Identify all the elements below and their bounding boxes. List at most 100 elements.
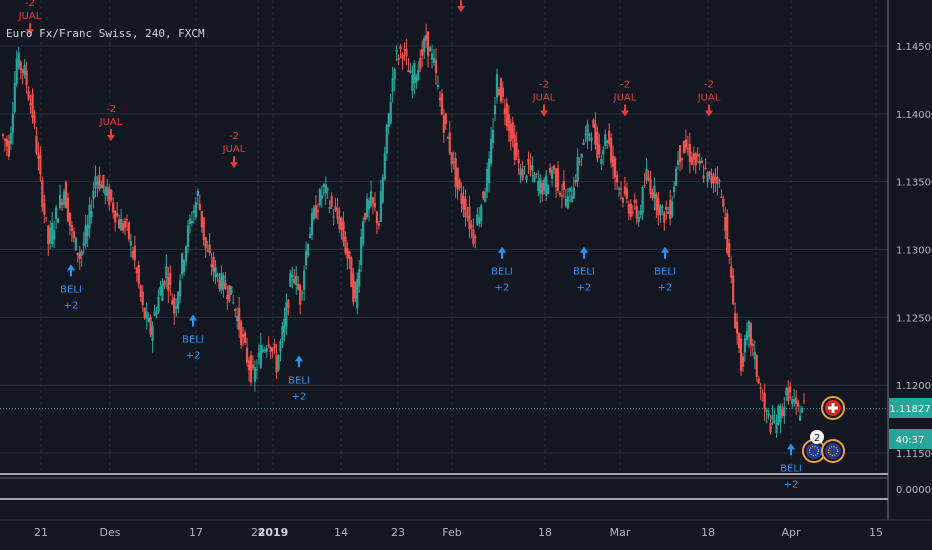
candle-body — [428, 47, 432, 52]
last-price-badge: 1.11827 — [889, 398, 932, 418]
candle-body — [104, 188, 107, 196]
candle-body — [635, 206, 638, 219]
candle-body — [222, 275, 225, 290]
buy-arrow-icon — [498, 246, 506, 259]
signal-qty: -2 — [229, 131, 239, 142]
candle-body — [123, 220, 127, 228]
signal-qty: +2 — [64, 300, 79, 311]
candle-body — [411, 74, 414, 91]
price-tick-label: 1.13500 — [896, 178, 932, 189]
candle-body — [726, 213, 729, 253]
candle-body — [330, 195, 333, 208]
buy-arrow-icon — [661, 246, 669, 259]
candle-body — [432, 58, 436, 63]
sell-arrow-icon — [621, 104, 629, 117]
price-tick-label: 1.14000 — [896, 110, 932, 121]
candle-body — [751, 343, 754, 347]
svg-text:40:37: 40:37 — [896, 435, 925, 446]
candle-body — [468, 206, 471, 229]
buy-signal: BELI +2 — [491, 246, 513, 294]
event-count-bubble[interactable]: 2 — [810, 430, 824, 444]
signal-qty: +2 — [292, 391, 307, 402]
candle-body — [212, 256, 215, 272]
candle-body — [5, 139, 9, 147]
candle-body — [574, 179, 577, 183]
candle-body — [724, 216, 727, 232]
candle-body — [96, 181, 99, 185]
buy-arrow-icon — [580, 246, 588, 259]
candle-body — [92, 190, 95, 199]
candle-body — [165, 266, 168, 279]
candle-body — [493, 105, 497, 115]
candle-body — [151, 325, 154, 341]
candle-body — [586, 124, 589, 141]
time-tick-label: 24 — [251, 526, 265, 539]
candle-body — [655, 194, 658, 211]
candle-body — [612, 155, 615, 167]
candle-body — [743, 338, 747, 353]
candle-body — [121, 223, 125, 231]
candle-body — [241, 334, 245, 338]
candle-body — [421, 49, 424, 56]
candle-body — [415, 75, 418, 83]
candle-body — [423, 38, 426, 52]
candle-body — [702, 175, 705, 179]
eu-flag-icon[interactable] — [821, 439, 845, 463]
candle-body — [722, 198, 725, 207]
candle-body — [629, 203, 632, 217]
candle-body — [78, 252, 81, 259]
signal-label: JUAL — [222, 144, 246, 155]
candle-body — [517, 158, 520, 164]
candle-body — [580, 153, 583, 159]
candle-body — [202, 217, 205, 240]
candle-body — [155, 312, 158, 315]
candle-body — [773, 419, 776, 423]
candle-body — [381, 177, 384, 203]
candle-body — [690, 156, 693, 165]
candle-body — [306, 244, 310, 256]
swiss-flag-icon[interactable] — [821, 396, 845, 420]
candle-body — [210, 263, 213, 268]
candle-body — [391, 78, 394, 92]
candle-body — [456, 167, 459, 190]
candle-body — [694, 153, 697, 165]
candle-body — [566, 196, 569, 208]
candle-body — [112, 202, 115, 213]
candle-body — [767, 413, 770, 416]
candle-body — [206, 250, 209, 252]
candle-body — [216, 273, 219, 277]
candle-body — [265, 348, 268, 353]
candle-body — [143, 308, 146, 319]
candle-body — [369, 191, 373, 206]
candle-body — [513, 134, 516, 160]
sell-arrow-icon — [705, 104, 713, 117]
candle-body — [596, 131, 599, 159]
candle-body — [350, 257, 353, 288]
candle-body — [489, 138, 493, 164]
sell-arrow-icon — [26, 23, 34, 36]
candle-body — [495, 74, 499, 98]
candle-body — [131, 250, 134, 258]
candle-body — [647, 177, 650, 180]
candle-body — [328, 207, 331, 209]
candle-body — [710, 176, 713, 184]
candle-body — [639, 210, 642, 215]
candle-body — [80, 251, 83, 256]
candle-body — [470, 224, 473, 229]
candle-body — [452, 161, 455, 163]
candle-body — [139, 285, 142, 298]
candle-body — [53, 229, 56, 240]
candle-body — [74, 237, 77, 251]
candle-body — [735, 321, 739, 334]
candle-body — [600, 159, 603, 164]
candle-body — [623, 186, 627, 195]
buy-signal: BELI +2 — [60, 264, 82, 311]
candle-body — [243, 332, 247, 343]
candle-body — [413, 63, 416, 84]
candle-body — [186, 225, 190, 247]
candle-body — [472, 229, 475, 244]
candle-body — [669, 199, 672, 219]
candle-body — [594, 123, 597, 145]
